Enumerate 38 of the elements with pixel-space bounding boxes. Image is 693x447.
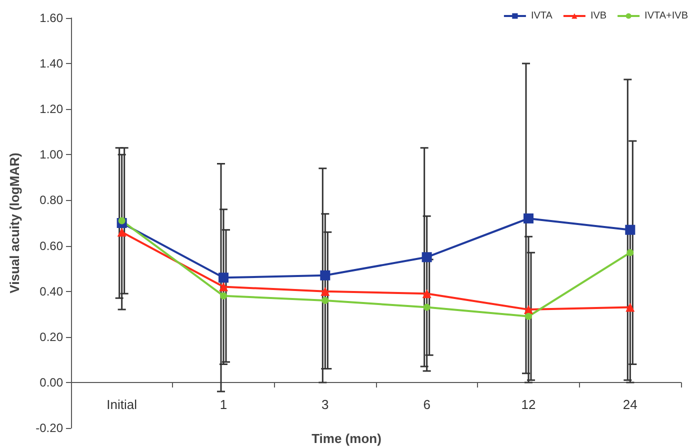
y-tick-label: -0.20: [36, 421, 64, 435]
point: [525, 312, 532, 320]
point: [524, 213, 534, 224]
point: [422, 252, 432, 262]
y-axis-title: Visual acuity (logMAR): [7, 152, 22, 294]
point: [626, 249, 634, 256]
point: [626, 302, 635, 312]
legend-label: IVTA+IVB: [644, 10, 688, 22]
x-tick-label: 12: [521, 397, 536, 412]
point: [422, 289, 432, 298]
point: [117, 228, 126, 237]
y-tick-label: 0.80: [40, 193, 64, 208]
x-tick-label: 1: [220, 397, 228, 412]
point: [218, 272, 228, 283]
y-tick-label: 1.40: [40, 56, 64, 71]
legend-label: IVB: [590, 10, 607, 22]
point: [118, 217, 126, 224]
x-tick-label: 3: [322, 397, 329, 412]
y-tick-label: 0.60: [40, 238, 64, 253]
x-axis-title: Time (mon): [312, 431, 382, 446]
point: [625, 224, 636, 235]
y-tick-label: 0.40: [40, 284, 64, 298]
x-tick-label: Initial: [106, 397, 138, 412]
y-tick-label: 0.20: [40, 330, 64, 344]
x-tick-label: 24: [622, 397, 638, 412]
y-tick-label: 1.00: [40, 148, 64, 162]
point: [220, 292, 227, 300]
point: [219, 282, 228, 292]
x-tick-label: 6: [423, 397, 430, 412]
y-tick-label: 1.20: [40, 102, 64, 116]
y-tick-label: 0.00: [40, 375, 64, 390]
y-tick-label: 1.60: [40, 11, 64, 25]
point: [423, 304, 430, 311]
point: [320, 286, 330, 296]
point: [322, 296, 329, 304]
legend-label: IVTA: [530, 10, 553, 22]
point: [320, 270, 330, 280]
point: [524, 305, 533, 314]
